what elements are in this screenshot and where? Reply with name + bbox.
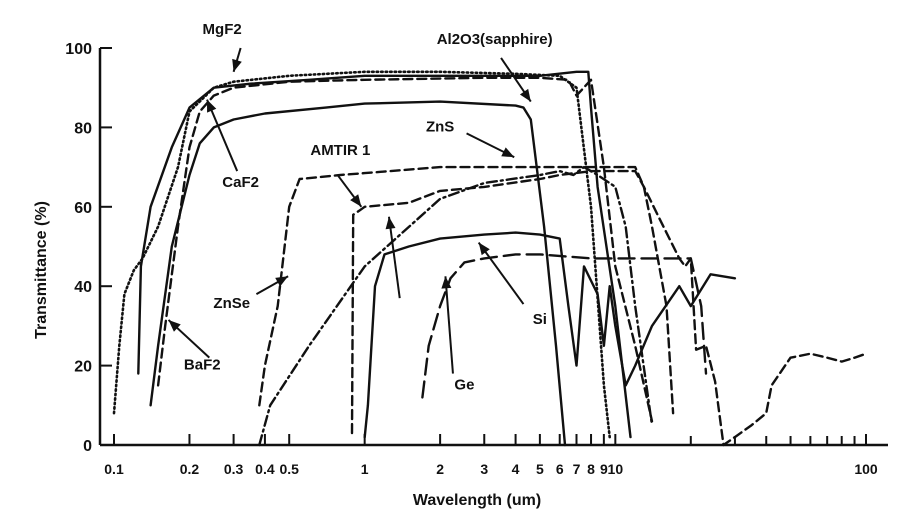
annotation-arrow-line bbox=[444, 276, 454, 374]
annotation-label-baf2: BaF2 bbox=[184, 357, 221, 374]
x-tick-label: 2 bbox=[436, 461, 444, 477]
y-axis-title: Transmittance (%) bbox=[33, 201, 50, 339]
y-tick-label: 40 bbox=[74, 279, 92, 296]
x-tick-label: 0.2 bbox=[180, 461, 200, 477]
annotation-arrow-line bbox=[387, 216, 401, 299]
series-line-amtir-1 bbox=[350, 169, 868, 447]
annotation-arrowhead bbox=[501, 147, 515, 158]
y-tick-label: 100 bbox=[65, 41, 92, 58]
y-tick-label: 20 bbox=[74, 359, 92, 376]
annotation-arrowhead bbox=[232, 58, 242, 72]
annotation-label-al2o3-sapphire: Al2O3(sapphire) bbox=[437, 31, 553, 48]
x-tick-label: 3 bbox=[480, 461, 488, 477]
x-tick-label: 1 bbox=[361, 461, 369, 477]
series-layer bbox=[112, 70, 868, 447]
annotation-label-znse: ZnSe bbox=[213, 295, 250, 312]
x-ticks: 0.1 0.2 0.3 0.4 0.5 1 2 3 4 5 6 7 8 9 10 100 bbox=[104, 434, 878, 477]
series-line-si bbox=[363, 231, 737, 439]
series-line-mgf2 bbox=[112, 70, 611, 439]
annotation-arrowhead bbox=[275, 276, 289, 287]
x-tick-label: 4 bbox=[512, 461, 520, 477]
y-tick-label: 0 bbox=[83, 438, 92, 455]
annotation-label-caf2: CaF2 bbox=[222, 174, 259, 191]
annotation-arrow-line bbox=[477, 241, 525, 305]
x-tick-label: 0.3 bbox=[224, 461, 244, 477]
x-tick-label: 0.4 bbox=[255, 461, 275, 477]
annotation-label-si: Si bbox=[533, 311, 547, 328]
annotation-arrow-line bbox=[206, 99, 239, 172]
annotation-label-mgf2: MgF2 bbox=[203, 21, 242, 38]
annotation-arrowhead bbox=[441, 276, 452, 289]
x-tick-label: 8 bbox=[587, 461, 595, 477]
x-tick-label: 10 bbox=[608, 461, 624, 477]
y-tick-label: 80 bbox=[74, 120, 92, 137]
x-tick-label: 0.1 bbox=[104, 461, 124, 477]
x-tick-label: 5 bbox=[536, 461, 544, 477]
x-tick-label: 100 bbox=[854, 461, 878, 477]
annotation-arrowhead bbox=[519, 88, 531, 102]
x-tick-label: 7 bbox=[573, 461, 581, 477]
y-ticks: 0 20 40 60 80 100 bbox=[65, 41, 112, 455]
annotation-label-ge: Ge bbox=[454, 376, 474, 393]
plot-area: 0.1 0.2 0.3 0.4 0.5 1 2 3 4 5 6 7 8 9 10 100 0 20 40 60 80 1… bbox=[65, 21, 888, 477]
x-tick-label: 9 bbox=[600, 461, 608, 477]
series-line-caf2 bbox=[137, 70, 632, 439]
series-line-znse bbox=[258, 165, 675, 415]
x-axis-title: Wavelength (um) bbox=[413, 492, 541, 509]
y-tick-label: 60 bbox=[74, 200, 92, 217]
series-line-zns bbox=[258, 165, 654, 447]
annotation-arrowhead bbox=[350, 194, 362, 207]
series-line-ge bbox=[421, 253, 708, 399]
annotation-arrowhead bbox=[168, 319, 181, 332]
annotation-label-zns: ZnS bbox=[426, 118, 454, 135]
annotation-arrowhead bbox=[385, 216, 396, 230]
annotation-layer: MgF2 Al2O3(sapphire) ZnS AMTIR 1 CaF2 ZnSe BaF… bbox=[167, 21, 553, 393]
annotation-arrowhead bbox=[207, 99, 217, 113]
x-tick-label: 6 bbox=[556, 461, 564, 477]
annotation-arrowhead bbox=[478, 242, 490, 256]
series-line-baf2 bbox=[156, 76, 654, 423]
x-tick-label: 0.5 bbox=[279, 461, 299, 477]
annotation-label-amtir-1: AMTIR 1 bbox=[310, 142, 370, 159]
series-line-al2o3-sapphire bbox=[149, 100, 567, 447]
